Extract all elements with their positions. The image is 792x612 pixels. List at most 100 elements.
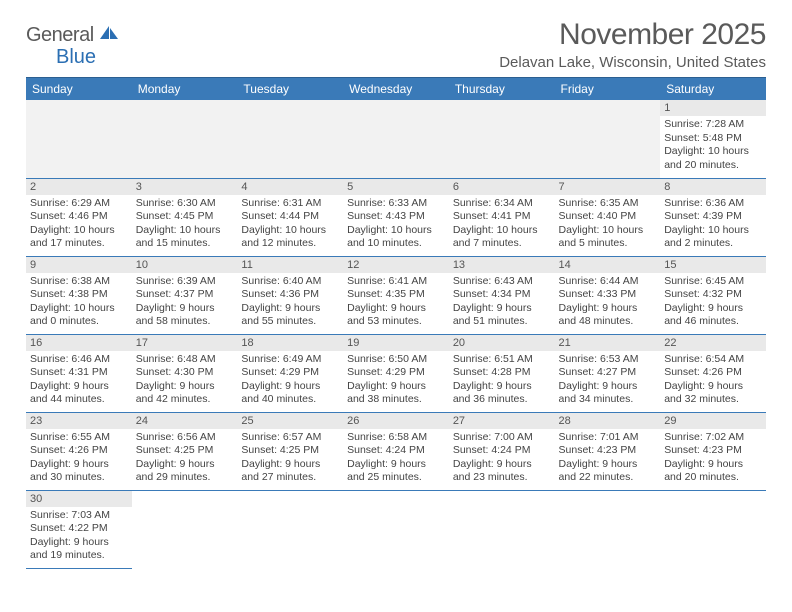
day-body: Sunrise: 6:53 AMSunset: 4:27 PMDaylight:…: [555, 351, 661, 412]
sunrise-text: Sunrise: 6:44 AM: [559, 275, 657, 289]
daylight-text: Daylight: 9 hours and 46 minutes.: [664, 302, 762, 329]
sunrise-text: Sunrise: 6:29 AM: [30, 197, 128, 211]
col-thursday: Thursday: [449, 78, 555, 101]
sunrise-text: Sunrise: 6:48 AM: [136, 353, 234, 367]
calendar-cell: [449, 100, 555, 178]
calendar-cell: 26Sunrise: 6:58 AMSunset: 4:24 PMDayligh…: [343, 412, 449, 490]
header-row: Sunday Monday Tuesday Wednesday Thursday…: [26, 78, 766, 101]
calendar-cell: [449, 490, 555, 568]
day-body: Sunrise: 6:31 AMSunset: 4:44 PMDaylight:…: [237, 195, 343, 256]
sunset-text: Sunset: 4:37 PM: [136, 288, 234, 302]
sunset-text: Sunset: 4:24 PM: [347, 444, 445, 458]
daylight-text: Daylight: 10 hours and 2 minutes.: [664, 224, 762, 251]
sunrise-text: Sunrise: 6:58 AM: [347, 431, 445, 445]
sunset-text: Sunset: 4:46 PM: [30, 210, 128, 224]
day-body: Sunrise: 6:36 AMSunset: 4:39 PMDaylight:…: [660, 195, 766, 256]
sunset-text: Sunset: 4:29 PM: [347, 366, 445, 380]
sunset-text: Sunset: 4:23 PM: [664, 444, 762, 458]
day-body: Sunrise: 6:48 AMSunset: 4:30 PMDaylight:…: [132, 351, 238, 412]
sunrise-text: Sunrise: 6:49 AM: [241, 353, 339, 367]
day-number: 29: [660, 413, 766, 429]
day-body: Sunrise: 6:45 AMSunset: 4:32 PMDaylight:…: [660, 273, 766, 334]
calendar-cell: 11Sunrise: 6:40 AMSunset: 4:36 PMDayligh…: [237, 256, 343, 334]
day-body: Sunrise: 6:50 AMSunset: 4:29 PMDaylight:…: [343, 351, 449, 412]
title-area: November 2025 Delavan Lake, Wisconsin, U…: [499, 18, 766, 71]
sunset-text: Sunset: 4:26 PM: [664, 366, 762, 380]
calendar-cell: 4Sunrise: 6:31 AMSunset: 4:44 PMDaylight…: [237, 178, 343, 256]
calendar-cell: 30Sunrise: 7:03 AMSunset: 4:22 PMDayligh…: [26, 490, 132, 568]
day-body: Sunrise: 6:41 AMSunset: 4:35 PMDaylight:…: [343, 273, 449, 334]
sunrise-text: Sunrise: 6:57 AM: [241, 431, 339, 445]
calendar-cell: 5Sunrise: 6:33 AMSunset: 4:43 PMDaylight…: [343, 178, 449, 256]
daylight-text: Daylight: 10 hours and 12 minutes.: [241, 224, 339, 251]
day-number: 24: [132, 413, 238, 429]
sunset-text: Sunset: 4:25 PM: [241, 444, 339, 458]
sunrise-text: Sunrise: 6:35 AM: [559, 197, 657, 211]
sunset-text: Sunset: 4:29 PM: [241, 366, 339, 380]
day-body: Sunrise: 6:39 AMSunset: 4:37 PMDaylight:…: [132, 273, 238, 334]
sunset-text: Sunset: 4:34 PM: [453, 288, 551, 302]
sunrise-text: Sunrise: 6:40 AM: [241, 275, 339, 289]
sunset-text: Sunset: 4:25 PM: [136, 444, 234, 458]
day-number: 20: [449, 335, 555, 351]
day-body: Sunrise: 6:46 AMSunset: 4:31 PMDaylight:…: [26, 351, 132, 412]
col-friday: Friday: [555, 78, 661, 101]
calendar-row: 23Sunrise: 6:55 AMSunset: 4:26 PMDayligh…: [26, 412, 766, 490]
day-number: 12: [343, 257, 449, 273]
daylight-text: Daylight: 9 hours and 22 minutes.: [559, 458, 657, 485]
sunrise-text: Sunrise: 6:30 AM: [136, 197, 234, 211]
daylight-text: Daylight: 10 hours and 0 minutes.: [30, 302, 128, 329]
sunset-text: Sunset: 4:31 PM: [30, 366, 128, 380]
day-body: Sunrise: 6:29 AMSunset: 4:46 PMDaylight:…: [26, 195, 132, 256]
sunrise-text: Sunrise: 6:34 AM: [453, 197, 551, 211]
calendar-row: 9Sunrise: 6:38 AMSunset: 4:38 PMDaylight…: [26, 256, 766, 334]
daylight-text: Daylight: 9 hours and 36 minutes.: [453, 380, 551, 407]
day-body: Sunrise: 6:55 AMSunset: 4:26 PMDaylight:…: [26, 429, 132, 490]
daylight-text: Daylight: 9 hours and 29 minutes.: [136, 458, 234, 485]
day-number: 1: [660, 100, 766, 116]
day-number: 13: [449, 257, 555, 273]
calendar-cell: 22Sunrise: 6:54 AMSunset: 4:26 PMDayligh…: [660, 334, 766, 412]
page-header: General November 2025 Delavan Lake, Wisc…: [26, 18, 766, 71]
calendar-cell: [237, 100, 343, 178]
logo-text-blue: Blue: [56, 46, 96, 69]
col-monday: Monday: [132, 78, 238, 101]
sunset-text: Sunset: 4:45 PM: [136, 210, 234, 224]
calendar-row: 1Sunrise: 7:28 AMSunset: 5:48 PMDaylight…: [26, 100, 766, 178]
calendar-cell: 13Sunrise: 6:43 AMSunset: 4:34 PMDayligh…: [449, 256, 555, 334]
day-number: 16: [26, 335, 132, 351]
sunrise-text: Sunrise: 6:31 AM: [241, 197, 339, 211]
calendar-cell: [343, 490, 449, 568]
calendar-cell: [237, 490, 343, 568]
calendar-cell: 20Sunrise: 6:51 AMSunset: 4:28 PMDayligh…: [449, 334, 555, 412]
daylight-text: Daylight: 9 hours and 19 minutes.: [30, 536, 128, 563]
daylight-text: Daylight: 9 hours and 32 minutes.: [664, 380, 762, 407]
day-body: Sunrise: 7:02 AMSunset: 4:23 PMDaylight:…: [660, 429, 766, 490]
sunrise-text: Sunrise: 7:28 AM: [664, 118, 762, 132]
daylight-text: Daylight: 9 hours and 40 minutes.: [241, 380, 339, 407]
daylight-text: Daylight: 9 hours and 42 minutes.: [136, 380, 234, 407]
day-number: 18: [237, 335, 343, 351]
calendar-row: 30Sunrise: 7:03 AMSunset: 4:22 PMDayligh…: [26, 490, 766, 568]
day-number: 6: [449, 179, 555, 195]
calendar-row: 2Sunrise: 6:29 AMSunset: 4:46 PMDaylight…: [26, 178, 766, 256]
col-saturday: Saturday: [660, 78, 766, 101]
calendar-cell: 7Sunrise: 6:35 AMSunset: 4:40 PMDaylight…: [555, 178, 661, 256]
calendar-cell: 19Sunrise: 6:50 AMSunset: 4:29 PMDayligh…: [343, 334, 449, 412]
sunrise-text: Sunrise: 6:43 AM: [453, 275, 551, 289]
day-number: 22: [660, 335, 766, 351]
day-number: 10: [132, 257, 238, 273]
sunrise-text: Sunrise: 6:38 AM: [30, 275, 128, 289]
calendar-cell: 28Sunrise: 7:01 AMSunset: 4:23 PMDayligh…: [555, 412, 661, 490]
day-number: 4: [237, 179, 343, 195]
sunrise-text: Sunrise: 7:00 AM: [453, 431, 551, 445]
calendar-cell: 1Sunrise: 7:28 AMSunset: 5:48 PMDaylight…: [660, 100, 766, 178]
day-number: 23: [26, 413, 132, 429]
daylight-text: Daylight: 9 hours and 48 minutes.: [559, 302, 657, 329]
day-body: Sunrise: 6:44 AMSunset: 4:33 PMDaylight:…: [555, 273, 661, 334]
sunset-text: Sunset: 4:35 PM: [347, 288, 445, 302]
calendar-cell: 25Sunrise: 6:57 AMSunset: 4:25 PMDayligh…: [237, 412, 343, 490]
sunrise-text: Sunrise: 7:01 AM: [559, 431, 657, 445]
sunrise-text: Sunrise: 7:02 AM: [664, 431, 762, 445]
sunset-text: Sunset: 4:22 PM: [30, 522, 128, 536]
